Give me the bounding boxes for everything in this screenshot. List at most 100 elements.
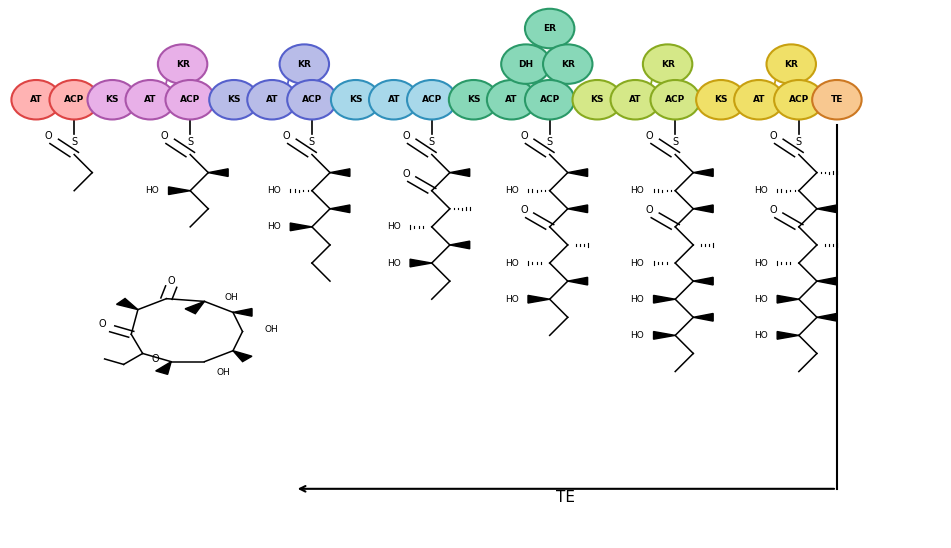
- Text: HO: HO: [631, 295, 644, 304]
- Text: KS: KS: [467, 95, 480, 104]
- Polygon shape: [156, 362, 171, 374]
- Polygon shape: [450, 241, 470, 249]
- Text: ACP: ACP: [539, 95, 560, 104]
- Ellipse shape: [650, 80, 700, 119]
- Text: HO: HO: [754, 259, 767, 267]
- Text: ACP: ACP: [180, 95, 201, 104]
- Ellipse shape: [525, 80, 574, 119]
- Text: KR: KR: [785, 60, 798, 68]
- Text: S: S: [429, 138, 435, 147]
- Polygon shape: [693, 277, 713, 285]
- Ellipse shape: [126, 80, 175, 119]
- Text: O: O: [282, 131, 290, 141]
- Polygon shape: [528, 295, 550, 303]
- Text: ACP: ACP: [665, 95, 686, 104]
- Polygon shape: [693, 313, 713, 321]
- Ellipse shape: [543, 44, 592, 84]
- Polygon shape: [693, 205, 713, 213]
- Text: TE: TE: [830, 95, 844, 104]
- Ellipse shape: [49, 80, 99, 119]
- Text: AT: AT: [29, 95, 43, 104]
- Text: KS: KS: [227, 95, 241, 104]
- Text: ACP: ACP: [421, 95, 442, 104]
- Text: ER: ER: [543, 24, 556, 33]
- Text: O: O: [520, 206, 528, 215]
- Ellipse shape: [209, 80, 259, 119]
- Polygon shape: [568, 277, 588, 285]
- Polygon shape: [410, 259, 432, 267]
- Text: HO: HO: [505, 259, 518, 267]
- Text: KS: KS: [106, 95, 119, 104]
- Text: KS: KS: [714, 95, 728, 104]
- Ellipse shape: [407, 80, 456, 119]
- Ellipse shape: [501, 44, 551, 84]
- Polygon shape: [777, 295, 799, 303]
- Text: ACP: ACP: [301, 95, 322, 104]
- Text: DH: DH: [518, 60, 534, 68]
- Ellipse shape: [767, 44, 816, 84]
- Ellipse shape: [611, 80, 660, 119]
- Text: O: O: [151, 355, 159, 364]
- Ellipse shape: [525, 9, 574, 48]
- Polygon shape: [777, 332, 799, 339]
- Text: S: S: [71, 138, 77, 147]
- Text: O: O: [646, 206, 653, 215]
- Text: HO: HO: [754, 295, 767, 304]
- Text: S: S: [309, 138, 315, 147]
- Polygon shape: [233, 309, 252, 316]
- Text: O: O: [769, 206, 777, 215]
- Ellipse shape: [449, 80, 498, 119]
- Polygon shape: [653, 332, 675, 339]
- Ellipse shape: [247, 80, 297, 119]
- Text: O: O: [520, 131, 528, 141]
- Ellipse shape: [280, 44, 329, 84]
- Polygon shape: [233, 351, 252, 362]
- Ellipse shape: [696, 80, 746, 119]
- Text: TE: TE: [556, 489, 575, 505]
- Text: HO: HO: [505, 186, 518, 195]
- Polygon shape: [208, 169, 228, 176]
- Text: HO: HO: [387, 259, 400, 267]
- Text: O: O: [99, 319, 107, 329]
- Polygon shape: [817, 205, 837, 213]
- Ellipse shape: [643, 44, 692, 84]
- Text: HO: HO: [267, 186, 281, 195]
- Ellipse shape: [11, 80, 61, 119]
- Text: O: O: [402, 131, 410, 141]
- Ellipse shape: [573, 80, 622, 119]
- Text: S: S: [796, 138, 802, 147]
- Ellipse shape: [87, 80, 137, 119]
- Text: O: O: [161, 131, 168, 141]
- Ellipse shape: [331, 80, 380, 119]
- Text: S: S: [547, 138, 553, 147]
- Text: HO: HO: [754, 186, 767, 195]
- Text: O: O: [167, 276, 175, 286]
- Text: AT: AT: [265, 95, 279, 104]
- Polygon shape: [653, 295, 675, 303]
- Text: HO: HO: [631, 186, 644, 195]
- Text: O: O: [769, 131, 777, 141]
- Ellipse shape: [734, 80, 784, 119]
- Polygon shape: [330, 169, 350, 176]
- Text: HO: HO: [267, 222, 281, 231]
- Text: OH: OH: [264, 326, 278, 334]
- Ellipse shape: [287, 80, 337, 119]
- Text: KR: KR: [176, 60, 189, 68]
- Text: KS: KS: [349, 95, 362, 104]
- Text: OH: OH: [217, 368, 230, 377]
- Text: O: O: [646, 131, 653, 141]
- Polygon shape: [817, 313, 837, 321]
- Polygon shape: [330, 205, 350, 213]
- Text: HO: HO: [631, 331, 644, 340]
- Polygon shape: [290, 223, 312, 231]
- Polygon shape: [168, 187, 190, 195]
- Text: AT: AT: [144, 95, 157, 104]
- Polygon shape: [817, 277, 837, 285]
- Ellipse shape: [165, 80, 215, 119]
- Polygon shape: [693, 169, 713, 176]
- Text: ACP: ACP: [64, 95, 85, 104]
- Text: O: O: [45, 131, 52, 141]
- Text: HO: HO: [754, 331, 767, 340]
- Ellipse shape: [158, 44, 207, 84]
- Text: O: O: [402, 169, 410, 179]
